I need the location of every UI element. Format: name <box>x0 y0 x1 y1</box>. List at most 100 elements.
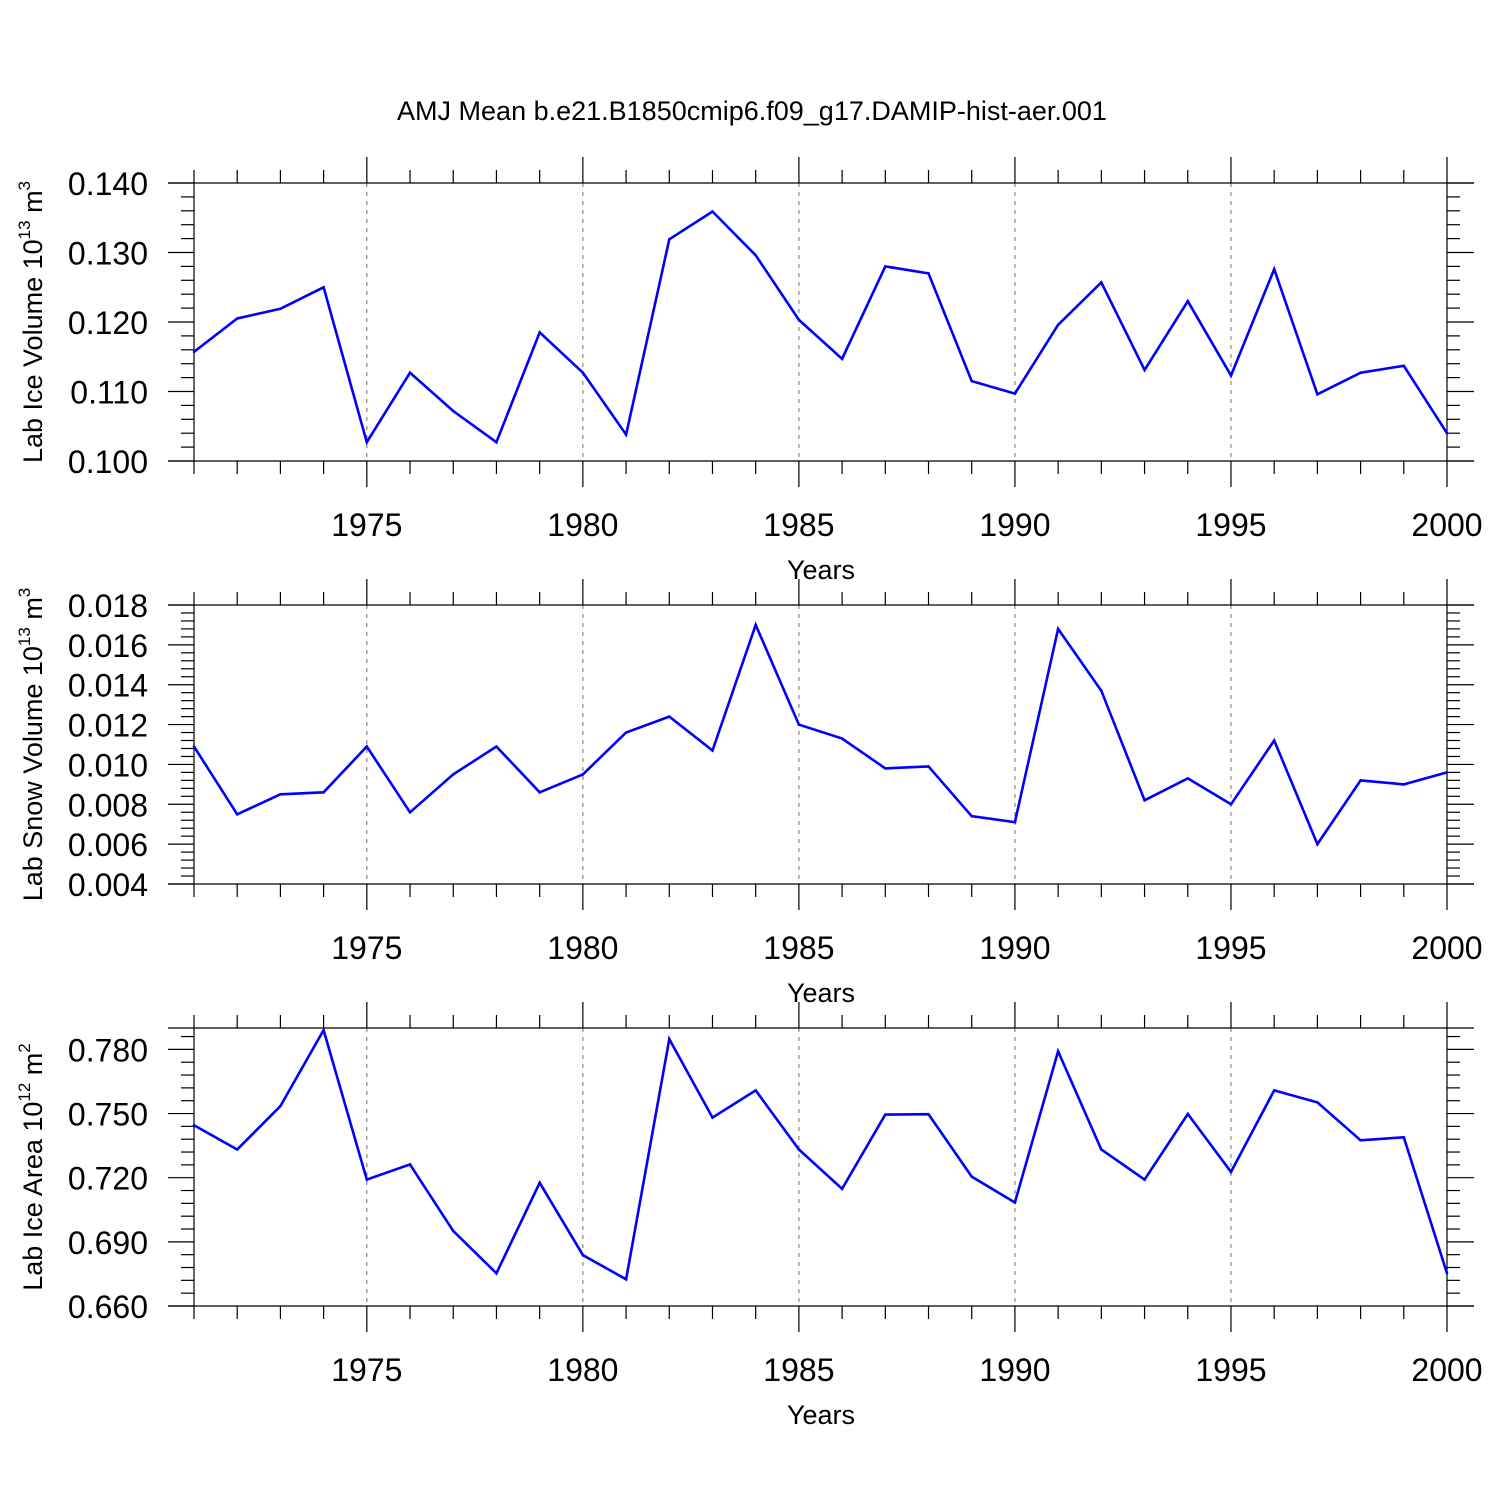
data-point <box>624 731 628 734</box>
y-tick-label: 0.140 <box>68 166 148 202</box>
data-point <box>1186 777 1190 780</box>
data-point <box>1445 1271 1449 1275</box>
data-point <box>1056 1050 1060 1053</box>
data-point <box>1316 392 1319 396</box>
data-point <box>279 1104 282 1108</box>
data-point <box>1359 779 1362 782</box>
data-point <box>538 331 541 334</box>
data-point <box>970 1175 974 1178</box>
data-point <box>667 237 671 241</box>
data-point <box>365 440 369 444</box>
data-point <box>192 350 196 354</box>
data-point <box>927 765 930 768</box>
x-tick-label: 1985 <box>763 1352 834 1388</box>
data-point <box>624 433 628 436</box>
data-point <box>451 409 455 413</box>
y-axis-label-superscript: 3 <box>15 181 34 190</box>
data-point <box>279 307 282 311</box>
y-tick-label: 0.012 <box>68 708 148 744</box>
data-point <box>1013 392 1017 395</box>
data-point <box>1316 1101 1319 1104</box>
y-axis-label-part: Lab Ice Volume 10 <box>18 239 48 463</box>
data-point <box>840 357 844 361</box>
data-point <box>365 745 369 748</box>
data-point <box>1402 1135 1406 1139</box>
y-axis-label: Lab Snow Volume 1013 m3 <box>15 588 48 902</box>
y-tick-label: 0.110 <box>70 375 148 411</box>
x-tick-label: 1975 <box>331 507 402 543</box>
data-point <box>365 1178 369 1181</box>
y-axis-label-part: m <box>18 1053 48 1083</box>
x-tick-label: 2000 <box>1411 930 1482 966</box>
data-point <box>1186 1112 1190 1116</box>
data-point <box>1100 1148 1103 1151</box>
y-axis-label-part: m <box>18 190 48 220</box>
figure-title: AMJ Mean b.e21.B1850cmip6.f09_g17.DAMIP-… <box>397 96 1107 126</box>
series-line <box>193 1026 1449 1282</box>
data-point <box>927 272 930 275</box>
x-tick-label: 1990 <box>979 930 1050 966</box>
data-point <box>711 210 714 213</box>
data-point <box>711 749 714 752</box>
data-point <box>1272 267 1276 271</box>
y-tick-label: 0.120 <box>68 305 148 341</box>
data-point <box>927 1112 930 1116</box>
chart-panel-2: 1975 1980 1985 1990 1995 2000 0.004 0.006 0.008 0… <box>15 579 1483 1008</box>
y-tick-label: 0.006 <box>68 827 148 863</box>
data-point <box>884 767 887 770</box>
y-tick-label: 0.100 <box>68 444 148 480</box>
x-tick-label: 1985 <box>763 507 834 543</box>
data-point <box>1013 1201 1017 1204</box>
y-tick-label: 0.014 <box>68 668 148 704</box>
data-point <box>408 810 412 814</box>
series-line <box>192 621 1448 847</box>
data-point <box>322 285 325 289</box>
x-axis-label: Years <box>787 555 855 585</box>
chart-panel-1: 1975 1980 1985 1990 1995 2000 0.100 0.110 0.120 0… <box>15 157 1483 585</box>
data-point <box>1402 783 1406 786</box>
data-point <box>1445 771 1449 774</box>
data-point <box>235 1148 239 1151</box>
y-tick-label: 0.720 <box>68 1161 148 1197</box>
y-axis-label: Lab Ice Area 1012 m2 <box>15 1043 48 1291</box>
data-point <box>754 1089 757 1092</box>
x-tick-label: 1995 <box>1195 507 1266 543</box>
data-point <box>495 1271 498 1275</box>
y-tick-label: 0.016 <box>68 628 148 664</box>
data-point <box>451 773 455 776</box>
y-tick-label: 0.750 <box>68 1097 148 1133</box>
x-tick-label: 1975 <box>331 930 402 966</box>
data-point <box>1402 364 1406 368</box>
y-axis-label-superscript: 13 <box>15 627 34 646</box>
data-point <box>1143 1178 1146 1181</box>
y-tick-label: 0.008 <box>68 787 148 823</box>
x-tick-label: 1995 <box>1195 1352 1266 1388</box>
y-tick-label: 0.130 <box>68 236 148 272</box>
x-tick-label: 1995 <box>1195 930 1266 966</box>
data-point <box>884 1113 887 1116</box>
data-point <box>1056 627 1060 631</box>
x-axis-label: Years <box>787 978 855 1008</box>
data-point <box>451 1229 455 1233</box>
y-axis-label-superscript: 13 <box>15 220 34 239</box>
x-tick-label: 1990 <box>979 507 1050 543</box>
x-tick-label: 1990 <box>979 1352 1050 1388</box>
y-axis-label-superscript: 2 <box>15 1043 34 1052</box>
y-axis-label-part: m <box>18 597 48 627</box>
chart-panel-3: 1975 1980 1985 1990 1995 2000 0.660 0.690 0.720 0… <box>15 1002 1483 1430</box>
y-axis-label-superscript: 3 <box>15 588 34 597</box>
data-point <box>1272 1089 1276 1092</box>
data-point <box>1100 689 1103 692</box>
x-tick-label: 2000 <box>1411 1352 1482 1388</box>
data-point <box>538 1181 541 1185</box>
x-tick-label: 1975 <box>331 1352 402 1388</box>
data-point <box>840 737 844 740</box>
y-axis-label: Lab Ice Volume 1013 m3 <box>15 181 48 463</box>
y-tick-label: 0.018 <box>68 588 148 624</box>
data-point <box>1013 820 1017 824</box>
data-point <box>322 1028 325 1032</box>
y-axis-label-superscript: 12 <box>15 1083 34 1102</box>
data-point <box>1229 802 1233 806</box>
data-point <box>667 715 671 718</box>
data-point <box>495 745 498 748</box>
